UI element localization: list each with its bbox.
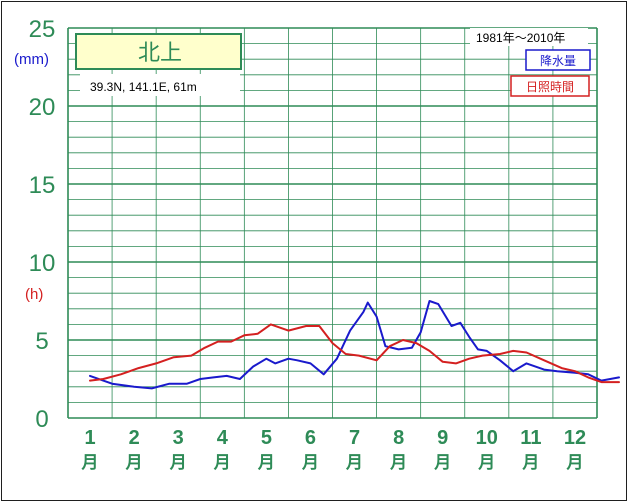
x-tick-label: 1 (84, 427, 95, 449)
y-tick-label: 25 (29, 16, 56, 43)
x-tick-unit: 月 (521, 453, 539, 473)
series-lines (89, 300, 620, 390)
y-tick-label: 5 (35, 328, 48, 355)
x-tick-unit: 月 (477, 453, 495, 473)
location-label: 39.3N, 141.1E, 61m (90, 80, 197, 94)
x-tick-unit: 月 (301, 453, 319, 473)
grid (67, 27, 598, 419)
x-tick-label: 8 (393, 427, 404, 449)
x-tick-label: 6 (305, 427, 316, 449)
x-tick-label: 9 (437, 427, 448, 449)
x-tick-label: 3 (173, 427, 184, 449)
x-tick-unit: 月 (257, 453, 275, 473)
y-tick-label: 10 (29, 250, 56, 277)
x-tick-label: 7 (349, 427, 360, 449)
legend-sun-label: 日照時間 (526, 80, 574, 94)
x-tick-label: 2 (129, 427, 140, 449)
series-line-sun (89, 323, 620, 384)
y-unit-mm: (mm) (14, 51, 49, 68)
y-tick-label: 0 (35, 406, 48, 433)
x-tick-unit: 月 (565, 453, 583, 473)
legend-rain-box (525, 49, 591, 71)
location-bg (80, 74, 240, 96)
y-tick-label: 20 (29, 94, 56, 121)
x-tick-unit: 月 (169, 453, 187, 473)
series-line-rain (89, 300, 620, 390)
x-tick-unit: 月 (389, 453, 407, 473)
legend-sun-box (510, 75, 590, 97)
period-label: 1981年〜2010年 (476, 31, 565, 45)
x-tick-label: 4 (217, 427, 229, 449)
x-tick-unit: 月 (433, 453, 451, 473)
y-unit-h: (h) (25, 286, 43, 303)
x-tick-unit: 月 (81, 453, 99, 473)
x-tick-unit: 月 (125, 453, 143, 473)
chart-title: 北上 (138, 41, 182, 66)
x-axis-ticks: 1 月 2 月 3 月 4 月 5 月 6 月 7 月 8 月 9 月 10 月 11 月 12 月 (81, 427, 587, 473)
x-tick-label: 11 (520, 427, 541, 449)
x-tick-label: 12 (564, 427, 586, 449)
x-tick-unit: 月 (213, 453, 231, 473)
title-box (75, 33, 242, 70)
y-axis-ticks: 0 5 10 15 20 25 (29, 16, 56, 433)
x-tick-unit: 月 (345, 453, 363, 473)
legend-rain-label: 降水量 (540, 54, 576, 68)
period-bg (470, 28, 588, 46)
y-tick-label: 15 (29, 172, 56, 199)
x-tick-label: 10 (476, 427, 498, 449)
x-tick-label: 5 (261, 427, 272, 449)
